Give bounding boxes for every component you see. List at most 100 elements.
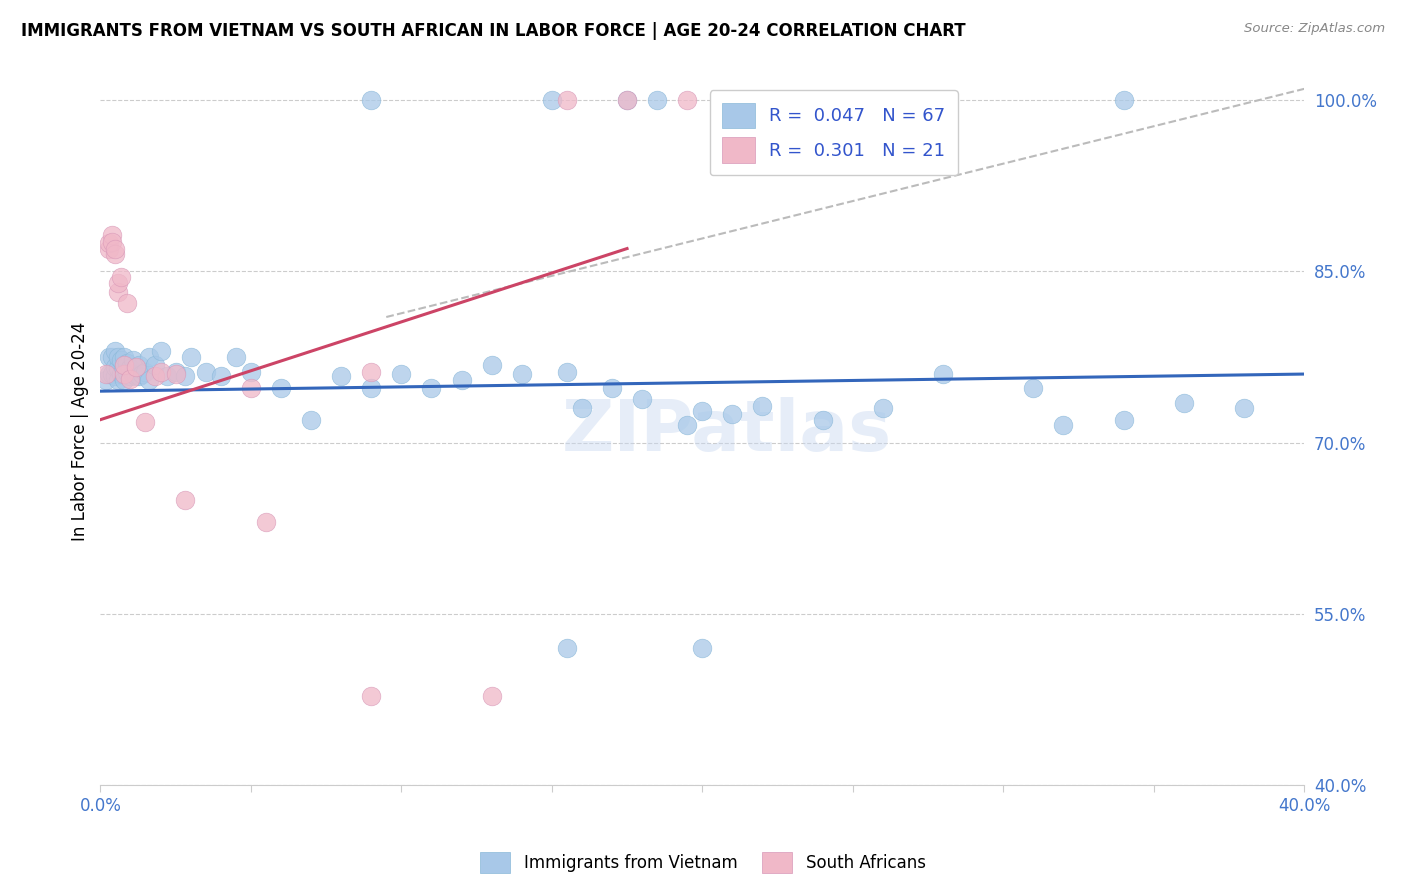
Point (330, 369, 353, 384)
Legend: Immigrants from Vietnam, South Africans: Immigrants from Vietnam, South Africans (474, 846, 932, 880)
Point (101, 350, 124, 364)
Point (96, 373, 118, 387)
Point (450, 373, 472, 387)
Point (1112, 413, 1135, 427)
Point (98, 235, 121, 250)
Point (360, 381, 382, 395)
Point (107, 361, 129, 376)
Point (98, 367, 121, 381)
Point (117, 296, 139, 310)
Point (721, 407, 744, 421)
Point (134, 415, 156, 429)
Point (254, 516, 277, 530)
Point (104, 344, 127, 359)
Point (481, 358, 503, 372)
Point (360, 365, 382, 379)
Point (134, 365, 156, 379)
Point (1233, 401, 1256, 416)
Point (112, 350, 135, 364)
Point (101, 227, 124, 242)
Point (555, 93, 578, 107)
Point (225, 350, 247, 364)
Point (112, 358, 135, 372)
Point (360, 689, 382, 703)
Point (112, 373, 135, 387)
Text: Source: ZipAtlas.com: Source: ZipAtlas.com (1244, 22, 1385, 36)
Point (1022, 381, 1045, 395)
Point (107, 285, 129, 299)
Point (239, 365, 262, 379)
Point (676, 93, 699, 107)
Point (110, 270, 132, 285)
Point (645, 93, 668, 107)
Point (122, 367, 145, 381)
Point (481, 689, 503, 703)
Point (110, 367, 132, 381)
Point (631, 392, 654, 406)
Point (101, 235, 124, 249)
Point (173, 369, 195, 384)
Point (600, 381, 623, 395)
Point (872, 401, 894, 416)
Point (110, 353, 132, 368)
Point (420, 381, 443, 395)
Point (131, 367, 153, 381)
Text: ZIPatlas: ZIPatlas (561, 397, 891, 466)
Point (690, 403, 713, 417)
Point (125, 361, 148, 376)
Point (104, 242, 127, 256)
Point (737, 93, 759, 107)
Point (117, 365, 139, 379)
Point (120, 369, 142, 384)
Point (360, 93, 382, 107)
Point (1052, 418, 1074, 433)
Point (194, 365, 217, 379)
Point (1112, 93, 1135, 107)
Point (107, 373, 129, 387)
Point (155, 369, 177, 384)
Point (143, 358, 166, 372)
Point (165, 365, 187, 379)
Point (571, 401, 593, 416)
Point (676, 418, 699, 433)
Point (751, 399, 773, 413)
Point (107, 350, 129, 364)
Point (112, 358, 135, 372)
Point (616, 93, 638, 107)
Point (540, 93, 562, 107)
Point (690, 640, 713, 655)
Point (125, 360, 148, 375)
Point (270, 381, 292, 395)
Point (128, 358, 150, 372)
Point (138, 350, 160, 364)
Point (101, 367, 124, 381)
Point (107, 276, 129, 290)
Point (180, 350, 202, 364)
Point (389, 367, 412, 381)
Point (555, 640, 578, 655)
Point (98, 350, 121, 364)
Point (209, 369, 232, 384)
Point (510, 367, 533, 381)
Point (138, 373, 160, 387)
Point (143, 369, 166, 384)
Legend: R =  0.047   N = 67, R =  0.301   N = 21: R = 0.047 N = 67, R = 0.301 N = 21 (710, 90, 957, 176)
Point (117, 356, 139, 370)
Point (122, 353, 145, 368)
Point (120, 361, 142, 376)
Point (112, 367, 135, 381)
Point (96, 367, 118, 381)
Point (128, 369, 150, 384)
Point (1173, 395, 1195, 409)
Point (120, 371, 142, 385)
Point (98, 242, 121, 256)
Point (165, 367, 187, 381)
Point (104, 247, 127, 261)
Point (125, 369, 148, 384)
Point (299, 413, 322, 427)
Point (616, 93, 638, 107)
Point (555, 365, 578, 379)
Point (173, 492, 195, 507)
Point (239, 381, 262, 395)
Point (104, 360, 127, 375)
